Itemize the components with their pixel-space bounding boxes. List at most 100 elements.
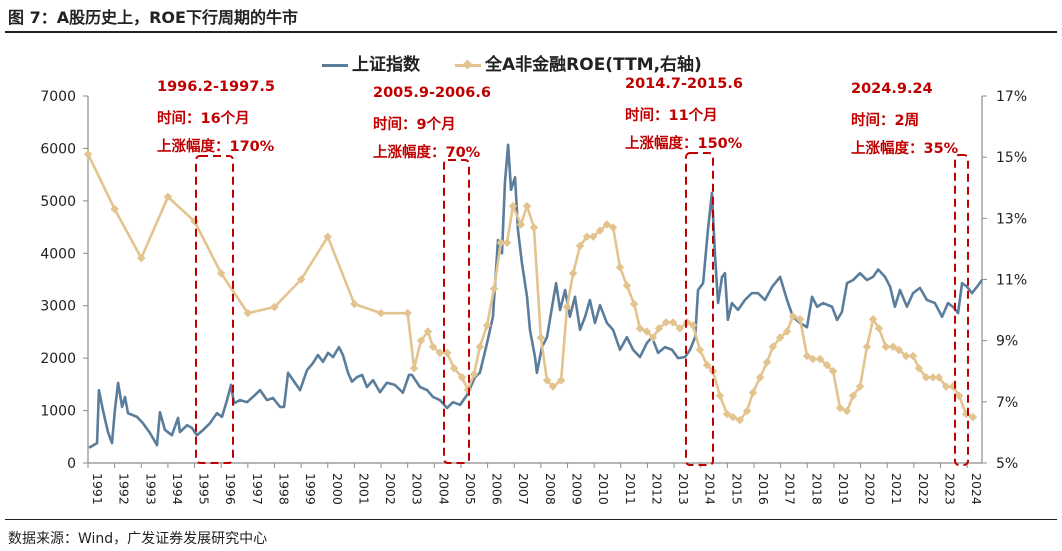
- title-divider: [5, 31, 1057, 33]
- x-axis-tick-label: 2003: [410, 473, 425, 505]
- x-axis-tick-label: 2005: [463, 473, 478, 505]
- roe-data-point: [775, 333, 785, 342]
- x-axis-tick-label: 1995: [197, 473, 212, 505]
- roe-data-point: [508, 201, 518, 211]
- left-axis-tick-label: 6000: [40, 141, 76, 157]
- roe-data-point: [874, 324, 884, 333]
- roe-data-point: [815, 354, 825, 364]
- x-axis-tick-label: 2013: [676, 473, 691, 505]
- annotation-1996-period: 1996.2-1997.5: [157, 79, 275, 95]
- x-axis-tick-label: 2020: [863, 473, 878, 505]
- x-axis-tick-label: 1992: [117, 473, 132, 505]
- x-axis-tick-label: 1993: [143, 473, 158, 505]
- source-divider: [5, 519, 1057, 520]
- x-axis-tick-label: 1994: [170, 473, 185, 505]
- x-axis-tick-label: 2008: [543, 473, 558, 505]
- roe-data-point: [782, 327, 792, 336]
- roe-data-point: [928, 373, 938, 382]
- x-axis-tick-label: 2014: [703, 473, 718, 505]
- roe-data-point: [728, 412, 738, 422]
- x-axis-tick-label: 1997: [250, 473, 265, 505]
- roe-data-point: [376, 308, 386, 318]
- x-axis-tick-label: 2012: [649, 473, 664, 505]
- roe-data-point: [642, 327, 652, 336]
- left-axis-tick-label: 0: [67, 456, 76, 472]
- roe-data-point: [629, 299, 639, 309]
- roe-data-point: [216, 269, 226, 278]
- x-axis-tick-label: 2019: [836, 473, 851, 505]
- roe-data-point: [489, 284, 499, 293]
- roe-data-point: [842, 406, 852, 416]
- x-axis-tick-label: 2011: [623, 473, 638, 505]
- roe-data-point: [702, 360, 712, 370]
- diamond-marker-icon: [462, 59, 473, 69]
- roe-data-point: [802, 351, 812, 361]
- annotation-2024-gain: 上涨幅度：35%: [851, 141, 959, 157]
- roe-data-point: [668, 318, 678, 327]
- x-axis-tick-label: 2004: [436, 473, 451, 505]
- bull-market-highlight-box: [954, 154, 969, 466]
- x-axis-tick-label: 2017: [783, 473, 798, 505]
- roe-data-point: [482, 321, 492, 330]
- roe-data-point: [350, 299, 359, 309]
- roe-data-point: [968, 412, 978, 422]
- right-axis-tick-label: 9%: [996, 334, 1018, 350]
- roe-data-point: [435, 348, 445, 358]
- x-axis-tick-label: 2021: [889, 473, 904, 505]
- left-axis-tick-label: 5000: [40, 194, 76, 210]
- annotation-2014-gain: 上涨幅度：150%: [625, 136, 743, 152]
- roe-data-point: [409, 363, 419, 373]
- roe-data-point: [496, 238, 506, 248]
- roe-data-point: [635, 324, 645, 333]
- annotation-2024-period: 2024.9.24: [851, 81, 933, 97]
- roe-data-point: [323, 232, 333, 241]
- roe-data-point: [722, 409, 732, 419]
- annotation-2005-duration: 时间：9个月: [373, 117, 456, 133]
- roe-data-point: [688, 321, 698, 330]
- roe-data-point: [695, 345, 705, 355]
- roe-data-point: [675, 324, 685, 333]
- roe-data-point: [475, 342, 485, 352]
- roe-data-point: [270, 302, 279, 312]
- roe-data-point: [762, 357, 772, 367]
- x-axis-tick-label: 2024: [969, 473, 984, 505]
- roe-data-point: [862, 342, 872, 352]
- figure-title: 图 7：A股历史上，ROE下行周期的牛市: [8, 8, 298, 27]
- roe-data-point: [110, 204, 119, 214]
- roe-data-point: [502, 238, 512, 248]
- x-axis-tick-label: 2016: [756, 473, 771, 505]
- x-axis-tick-label: 2006: [490, 473, 505, 505]
- legend-item-roe: 全A非金融ROE(TTM,右轴): [455, 50, 702, 75]
- legend-label-roe: 全A非金融ROE(TTM,右轴): [485, 55, 702, 75]
- x-axis-tick-label: 1991: [90, 473, 105, 505]
- roe-data-point: [449, 363, 459, 373]
- right-axis-tick-label: 15%: [996, 150, 1027, 166]
- x-axis-tick-label: 2001: [356, 473, 371, 505]
- legend-item-index: 上证指数: [322, 50, 420, 75]
- left-axis-tick-label: 2000: [40, 351, 76, 367]
- source-note: 数据来源：Wind，广发证券发展研究中心: [8, 531, 268, 547]
- roe-data-point: [748, 388, 758, 397]
- left-axis-tick-label: 3000: [40, 299, 76, 315]
- roe-data-point: [934, 373, 944, 382]
- roe-data-point: [562, 302, 572, 312]
- x-axis-tick-label: 2018: [809, 473, 824, 505]
- roe-data-point: [296, 275, 306, 284]
- x-axis-tick-label: 2022: [916, 473, 931, 505]
- roe-data-point: [808, 354, 818, 364]
- roe-data-point: [894, 345, 904, 355]
- roe-data-point: [795, 315, 805, 324]
- roe-data-point: [921, 373, 931, 382]
- legend-label-index: 上证指数: [352, 55, 420, 75]
- annotation-2005-period: 2005.9-2006.6: [373, 85, 491, 101]
- bull-market-highlight-box: [443, 159, 470, 464]
- roe-data-point: [941, 382, 951, 391]
- roe-data-point: [881, 342, 891, 352]
- roe-data-point: [522, 201, 532, 211]
- roe-data-point: [901, 351, 911, 361]
- right-axis-tick-label: 13%: [996, 211, 1027, 227]
- annotation-2005-gain: 上涨幅度：70%: [373, 145, 481, 161]
- roe-data-point: [661, 318, 671, 327]
